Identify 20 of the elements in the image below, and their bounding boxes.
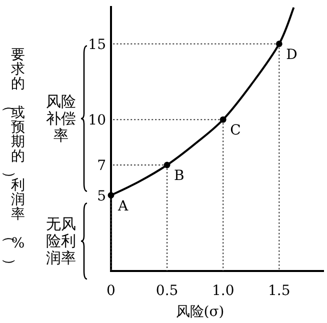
annotation: C bbox=[230, 122, 241, 139]
annotation: A bbox=[117, 198, 129, 214]
x-axis-title: 风险(σ) bbox=[176, 304, 224, 320]
x-tick-label: 0.5 bbox=[156, 283, 178, 299]
y-tick-label: 10 bbox=[88, 112, 106, 129]
text: 风险补偿率 bbox=[46, 92, 76, 145]
annotation: D bbox=[286, 46, 298, 63]
y-tick-label: 5 bbox=[97, 188, 106, 204]
x-tick-label: 0 bbox=[106, 283, 116, 299]
y-tick-label: 7 bbox=[97, 158, 106, 174]
text: 无风险利润率 bbox=[46, 215, 76, 268]
y-tick-label: 15 bbox=[88, 36, 106, 53]
point bbox=[164, 162, 170, 168]
text: 要求的（或预期的）利润率（%） bbox=[1, 47, 25, 272]
point bbox=[220, 116, 226, 123]
point bbox=[108, 192, 114, 198]
annotation: B bbox=[174, 168, 184, 184]
x-tick-label: 1.5 bbox=[268, 283, 290, 299]
point bbox=[276, 40, 282, 48]
x-tick-label: 1.0 bbox=[212, 283, 234, 299]
